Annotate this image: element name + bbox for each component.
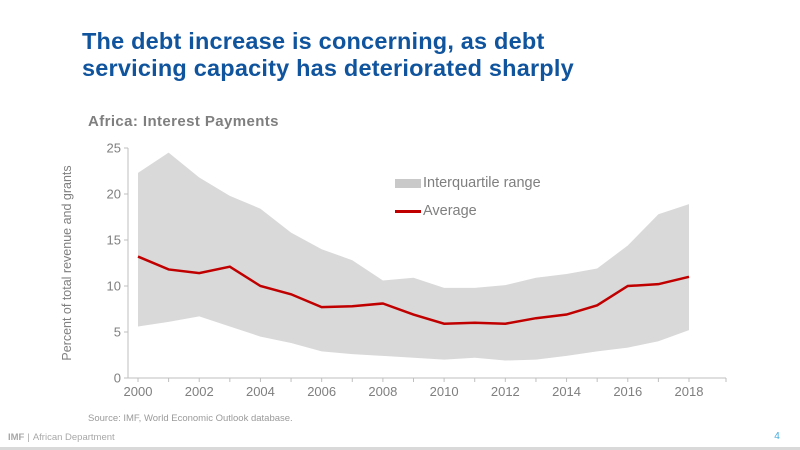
y-axis-title: Percent of total revenue and grants — [60, 165, 74, 360]
chart-heading: Africa: Interest Payments — [88, 113, 279, 130]
y-tick-label: 15 — [107, 233, 121, 248]
x-tick-label: 2018 — [675, 384, 704, 399]
y-tick-label: 0 — [114, 371, 121, 386]
slide-title-line1: The debt increase is concerning, as debt — [82, 28, 545, 54]
slide-title: The debt increase is concerning, as debt… — [82, 28, 574, 82]
average-line — [137, 255, 690, 325]
legend-item-interquartile-range: Interquartile range — [395, 173, 541, 193]
x-tick-label: 2012 — [491, 384, 520, 399]
interquartile-range-area — [138, 152, 689, 361]
x-tick-label: 2008 — [368, 384, 397, 399]
y-tick-label: 25 — [107, 141, 121, 156]
interquartile-range-swatch-icon — [395, 178, 421, 188]
chart-svg: 0 5 10 15 20 25 2000 2002 2004 2006 2008 2010 2012 20… — [60, 141, 727, 399]
x-tick-label: 2006 — [307, 384, 336, 399]
source-note: Source: IMF, World Economic Outlook data… — [88, 413, 293, 424]
chart-legend: Interquartile range Average — [395, 173, 541, 221]
legend-item-average: Average — [395, 201, 541, 221]
legend-label-average: Average — [423, 203, 477, 219]
footer-department: African Department — [32, 432, 115, 443]
x-tick-label: 2004 — [246, 384, 275, 399]
y-tick-label: 10 — [107, 279, 121, 294]
footer: IMF | African Department — [8, 432, 115, 443]
x-tick-label: 2000 — [124, 384, 153, 399]
y-tick-label: 5 — [114, 325, 121, 340]
legend-label-interquartile-range: Interquartile range — [423, 175, 541, 191]
page-number: 4 — [774, 431, 780, 442]
x-tick-label: 2016 — [613, 384, 642, 399]
slide-title-line2: servicing capacity has deteriorated shar… — [82, 55, 574, 81]
x-tick-label: 2002 — [185, 384, 214, 399]
footer-divider: | — [27, 432, 30, 443]
x-tick-label: 2014 — [552, 384, 581, 399]
average-line-swatch-icon — [395, 209, 421, 213]
x-tick-label: 2010 — [430, 384, 459, 399]
bottom-bar — [0, 447, 800, 450]
footer-org: IMF — [8, 432, 25, 443]
y-tick-label: 20 — [107, 187, 121, 202]
